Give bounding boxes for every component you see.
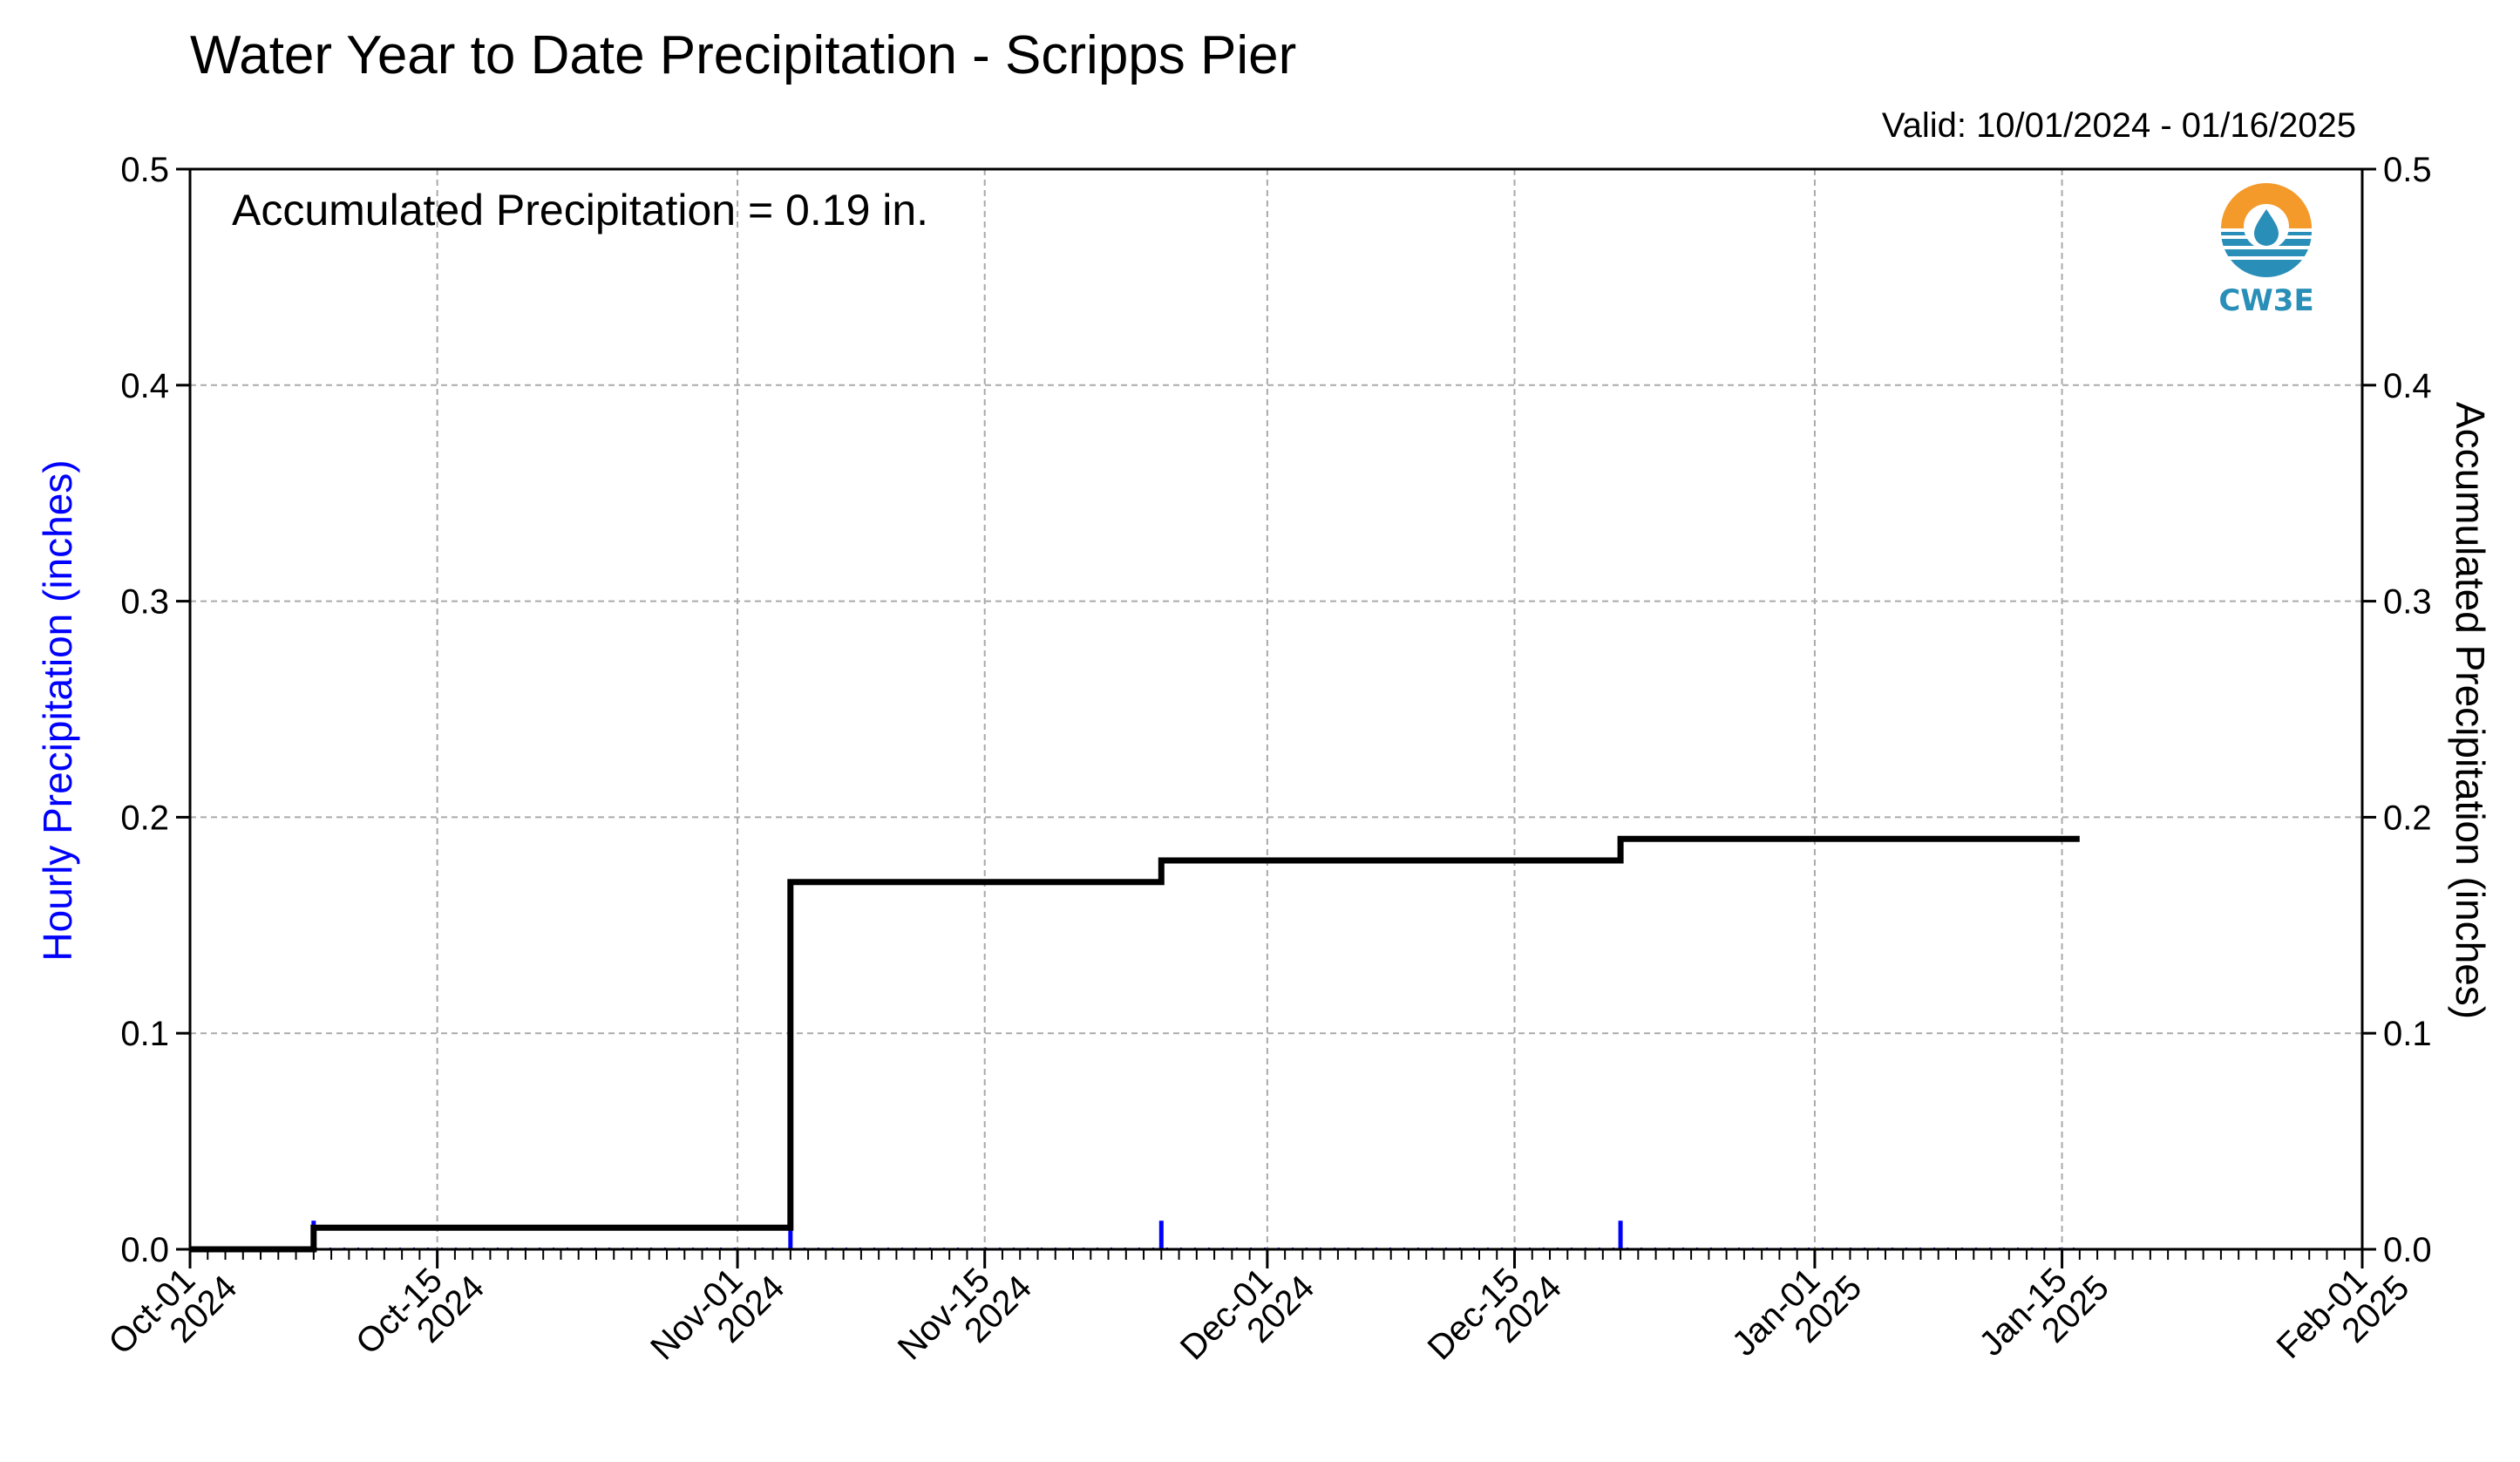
y-axis-left-label: Hourly Precipitation (inches) [35,459,80,961]
y-tick-left-label: 0.0 [120,1231,169,1269]
accumulated-precip-line [190,835,2080,1253]
grid-lines [190,169,2362,1249]
chart-title: Water Year to Date Precipitation - Scrip… [190,25,1297,85]
y-tick-left-label: 0.1 [120,1015,169,1053]
y-tick-right-label: 0.1 [2383,1015,2432,1053]
y-tick-right-label: 0.4 [2383,367,2432,405]
accumulated-precip-series [190,835,2080,1253]
y-tick-right-label: 0.0 [2383,1231,2432,1269]
accumulated-annotation: Accumulated Precipitation = 0.19 in. [232,186,928,235]
y-tick-left-label: 0.4 [120,367,169,405]
y-axis-right-ticks: 0.0 0.1 0.2 0.3 0.4 0.5 [2362,151,2432,1269]
y-tick-right-label: 0.2 [2383,799,2432,837]
y-tick-left-label: 0.5 [120,151,169,189]
cw3e-logo: CW3E [2218,183,2314,318]
x-minor-ticks [189,1249,2363,1260]
y-tick-right-label: 0.5 [2383,151,2432,189]
logo-text: CW3E [2218,283,2313,318]
y-tick-left-label: 0.2 [120,799,169,837]
plot-frame [188,167,2364,1251]
y-tick-right-label: 0.3 [2383,583,2432,622]
y-axis-right-label: Accumulated Precipitation (inches) [2448,402,2493,1019]
y-axis-left-ticks: 0.0 0.1 0.2 0.3 0.4 0.5 [120,151,190,1269]
y-tick-left-label: 0.3 [120,583,169,622]
valid-date-range: Valid: 10/01/2024 - 01/16/2025 [1881,106,2356,145]
